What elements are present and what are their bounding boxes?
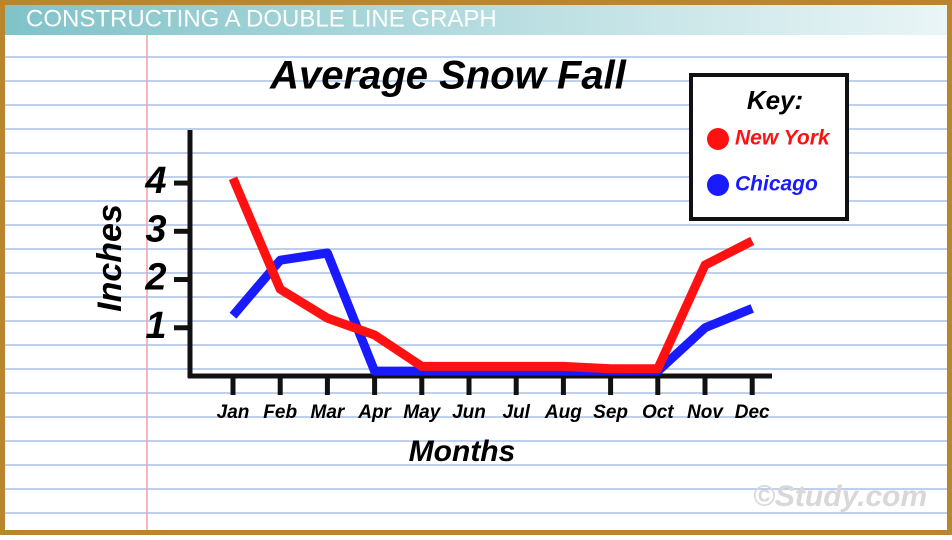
- y-tick-label: 3: [145, 208, 166, 250]
- x-tick-label: Feb: [263, 402, 297, 423]
- x-tick-label: May: [403, 402, 441, 423]
- y-axis-label: Inches: [91, 204, 129, 312]
- legend-marker: [707, 128, 729, 150]
- header: CONSTRUCTING A DOUBLE LINE GRAPH: [26, 5, 497, 32]
- y-tick-label: 1: [145, 305, 166, 347]
- legend-label: Chicago: [735, 173, 818, 196]
- x-axis-label: Months: [409, 435, 516, 468]
- x-tick-label: Jul: [502, 402, 530, 423]
- x-tick-label: Nov: [687, 402, 724, 423]
- watermark: ©Study.com: [753, 480, 927, 513]
- x-tick-label: Jan: [217, 402, 250, 423]
- series-line: [229, 248, 754, 376]
- x-tick-label: Dec: [735, 402, 770, 423]
- x-tick-label: Jun: [452, 402, 486, 423]
- x-tick-label: Sep: [593, 402, 628, 423]
- x-tick-label: Oct: [642, 402, 674, 423]
- legend-label: New York: [735, 127, 831, 150]
- y-tick-label: 2: [144, 257, 166, 299]
- x-tick-label: Mar: [311, 402, 346, 423]
- x-tick-label: Aug: [544, 402, 582, 423]
- x-tick-label: Apr: [357, 402, 392, 423]
- header-bar: [5, 5, 947, 35]
- y-tick-label: 4: [144, 160, 166, 202]
- legend-marker: [707, 174, 729, 196]
- chart-title: Average Snow Fall: [269, 54, 627, 98]
- series-line: [228, 176, 755, 374]
- legend-title: Key:: [747, 85, 803, 115]
